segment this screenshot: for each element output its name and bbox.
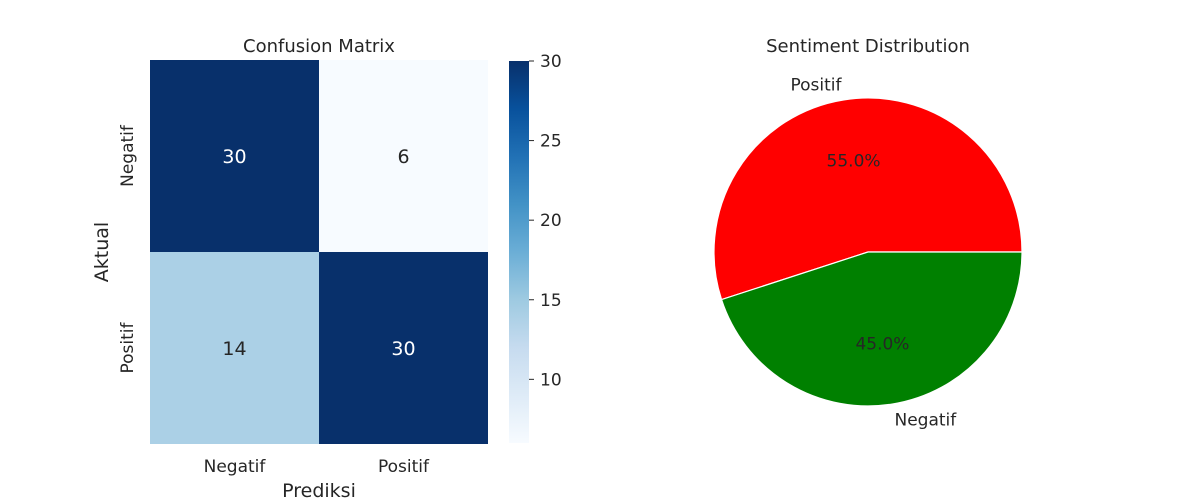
- pie-labels: Positif 55.0% Negatif 45.0%: [791, 76, 958, 431]
- pie-slice-label: Positif: [791, 76, 843, 96]
- heatmap-y-tick-label: Positif: [118, 321, 138, 373]
- heatmap-cell-value: 30: [222, 146, 246, 168]
- colorbar-tick-label: 15: [540, 291, 562, 311]
- heatmap-x-tick-labels: Negatif Positif: [204, 457, 430, 477]
- colorbar-gradient: [509, 61, 529, 443]
- heatmap-cell: [150, 60, 319, 252]
- heatmap-y-axis-label: Aktual: [91, 222, 113, 282]
- pie-slices: [713, 97, 1023, 407]
- heatmap-cells: 30 6 14 30: [150, 60, 488, 444]
- heatmap-x-axis-label: Prediksi: [282, 480, 356, 500]
- heatmap-cell: [319, 60, 488, 252]
- heatmap-cell: [319, 252, 488, 444]
- pie-slice: [720, 251, 1023, 407]
- heatmap-cell-value: 30: [391, 338, 415, 360]
- pie-slice: [713, 97, 1023, 301]
- colorbar: 10 15 20 25 30: [509, 52, 562, 443]
- colorbar-tick-label: 20: [540, 211, 562, 231]
- pie-slice-percent: 55.0%: [827, 152, 881, 172]
- heatmap-x-tick-label: Negatif: [204, 457, 267, 477]
- confusion-matrix-panel: Confusion Matrix 30 614 30 Negatif Positif …: [91, 36, 488, 500]
- pie-slice-percent: 45.0%: [855, 334, 909, 354]
- heatmap-cell-value: 6: [397, 146, 409, 168]
- pie-slice-label: Negatif: [895, 410, 958, 430]
- colorbar-tick-label: 25: [540, 132, 562, 152]
- heatmap-title: Confusion Matrix: [243, 36, 395, 57]
- pie-title: Sentiment Distribution: [766, 36, 970, 57]
- colorbar-tick-label: 30: [540, 52, 562, 72]
- sentiment-pie-panel: Sentiment Distribution Positif 55.0% Negat…: [713, 36, 1023, 431]
- heatmap-x-tick-label: Positif: [378, 457, 430, 477]
- heatmap-cell-value: 14: [222, 338, 246, 360]
- colorbar-ticks: 10 15 20 25 30: [529, 52, 562, 390]
- heatmap-cell: [150, 252, 319, 444]
- heatmap-y-tick-labels: Negatif Positif: [118, 124, 138, 373]
- colorbar-tick-label: 10: [540, 370, 562, 390]
- heatmap-y-tick-label: Negatif: [118, 124, 138, 187]
